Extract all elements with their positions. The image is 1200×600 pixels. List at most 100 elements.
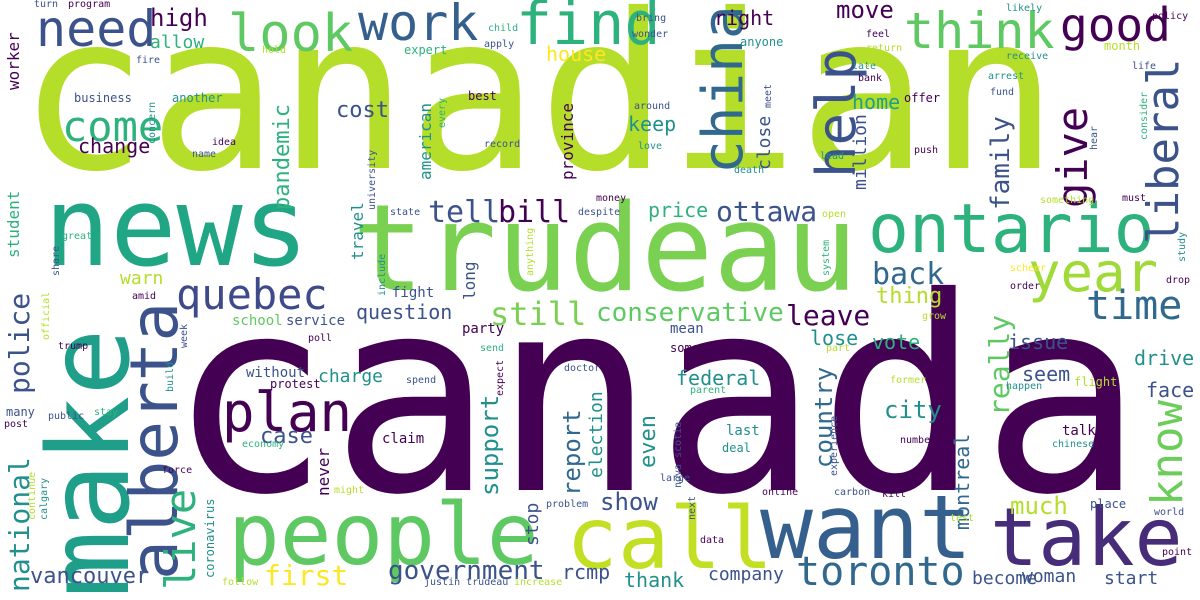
word-system: system — [821, 239, 832, 276]
word-canadian: canadian — [18, 0, 1059, 219]
word-anyone: anyone — [740, 35, 784, 49]
word-economy: economy — [242, 439, 285, 450]
word-find: find — [516, 0, 661, 59]
word-offer: offer — [904, 91, 941, 105]
word-carbon: carbon — [834, 487, 871, 498]
word-every: every — [437, 97, 448, 128]
word-include: include — [377, 253, 388, 296]
word-much: much — [1010, 492, 1068, 520]
word-large: large — [660, 473, 691, 484]
word-canada: canada — [168, 239, 1144, 554]
word-take: take — [990, 491, 1183, 584]
word-anything: anything — [525, 227, 536, 276]
word-calgary: calgary — [39, 477, 50, 520]
word-close: close — [754, 115, 775, 170]
word-name: name — [192, 149, 217, 160]
word-amid: amid — [132, 291, 157, 302]
word-government: government — [388, 556, 545, 586]
word-conservative: conservative — [596, 298, 784, 328]
word-flight: flight — [1074, 375, 1118, 389]
word-service: service — [286, 313, 346, 329]
word-warn: warn — [120, 268, 164, 289]
word-group: group — [864, 57, 895, 68]
word-think: think — [904, 2, 1055, 60]
word-stay: stay — [94, 407, 119, 418]
word-wonder: wonder — [632, 29, 669, 40]
word-allow: allow — [150, 32, 205, 53]
word-feel: feel — [866, 29, 891, 40]
word-force: force — [162, 465, 193, 476]
word-money: money — [596, 193, 627, 204]
word-something: something — [1040, 195, 1095, 206]
word-report: report — [558, 409, 586, 496]
word-still: still — [490, 295, 587, 333]
word-arrest: arrest — [988, 71, 1025, 82]
word-send: send — [480, 343, 505, 354]
word-back: back — [872, 257, 945, 292]
word-continue: continue — [27, 471, 38, 520]
word-federal: federal — [676, 366, 761, 390]
word-call: call — [566, 489, 774, 589]
word-quebec: quebec — [176, 270, 328, 319]
word-bill: bill — [498, 195, 571, 230]
word-poll: poll — [308, 333, 333, 344]
word-turn: turn — [34, 0, 59, 10]
word-doctor: doctor — [564, 363, 601, 374]
word-protest: protest — [270, 377, 321, 391]
word-vote: vote — [872, 330, 921, 354]
word-idea: idea — [212, 137, 237, 148]
word-province: province — [558, 102, 577, 180]
word-expert: expert — [404, 43, 448, 57]
word-travel: travel — [348, 202, 367, 260]
word-hear: hear — [1089, 125, 1100, 150]
word-happen: happen — [1006, 381, 1043, 392]
word-need: need — [36, 0, 157, 58]
word-return: return — [866, 43, 903, 54]
word-come: come — [62, 102, 164, 151]
word-might: might — [334, 485, 365, 496]
word-data: data — [700, 535, 725, 546]
word-life: life — [1132, 61, 1157, 72]
word-stop: stop — [522, 502, 543, 546]
word-good: good — [1060, 0, 1171, 52]
word-move: move — [836, 0, 894, 24]
word-plan: plan — [222, 381, 353, 444]
word-expect: expect — [495, 359, 506, 396]
word-never: never — [314, 447, 333, 496]
word-number: number — [900, 435, 937, 446]
word-look: look — [228, 4, 354, 64]
word-problem: problem — [546, 499, 589, 510]
word-family: family — [986, 116, 1016, 210]
word-deal: deal — [722, 441, 751, 455]
word-vancouver: vancouver — [30, 564, 150, 589]
word-claim: claim — [382, 431, 425, 447]
word-ottawa: ottawa — [716, 195, 818, 228]
word-program: program — [68, 0, 111, 10]
word-cost: cost — [336, 98, 389, 123]
word-policy: policy — [1152, 11, 1189, 22]
word-support: support — [476, 394, 504, 496]
word-next: next — [687, 495, 698, 520]
word-rcmp: rcmp — [562, 560, 611, 584]
word-time: time — [1086, 283, 1183, 329]
word-liberal: liberal — [1138, 58, 1189, 244]
word-work: work — [358, 0, 479, 52]
word-thing: thing — [876, 284, 943, 309]
word-coronavirus: coronavirus — [203, 498, 217, 578]
word-consider: consider — [1139, 91, 1150, 140]
word-long: long — [460, 261, 479, 300]
word-fight: fight — [392, 285, 435, 301]
word-meet: meet — [763, 83, 774, 108]
word-experience: experience — [829, 415, 840, 476]
word-price: price — [648, 198, 709, 222]
word-live: live — [156, 488, 205, 590]
word-people: people — [228, 485, 539, 585]
word-online: online — [762, 487, 799, 498]
word-place: place — [1090, 497, 1127, 511]
word-news: news — [44, 163, 309, 291]
word-million: million — [850, 114, 871, 190]
word-university: university — [367, 149, 378, 210]
word-know: know — [1142, 400, 1193, 506]
word-give: give — [1048, 106, 1097, 208]
